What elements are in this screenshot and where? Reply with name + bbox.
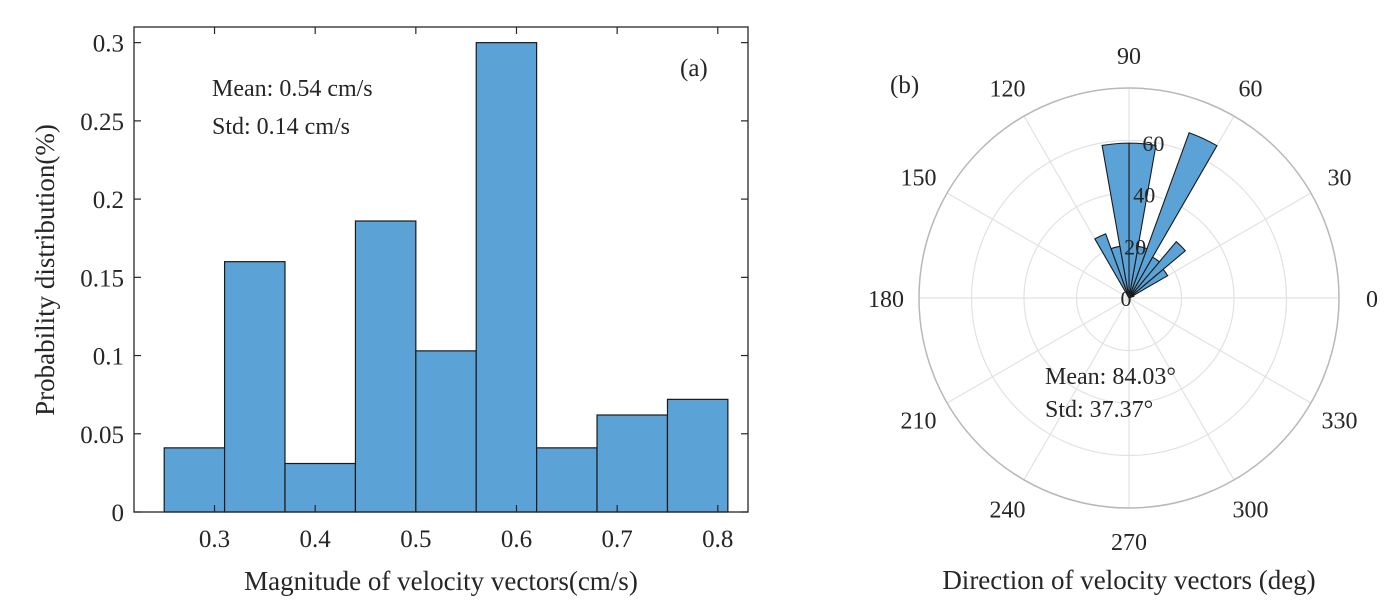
polar-grid-spoke <box>946 297 1130 404</box>
polar-angle-tick-label: 0 <box>1366 287 1378 313</box>
polar-angle-tick-label: 30 <box>1327 166 1351 192</box>
histogram-bar <box>223 261 286 513</box>
histogram-y-axis-label: Probability distribution(%) <box>30 124 60 416</box>
y-tick-label: 0.1 <box>93 344 124 371</box>
histogram-panel-label: (a) <box>680 55 708 82</box>
y-tick-label: 0.3 <box>93 31 124 58</box>
polar-angle-tick-label: 270 <box>1111 530 1147 556</box>
histogram-x-ticks: 0.3 0.4 0.5 0.6 0.7 0.8 <box>199 27 733 553</box>
polar-grid-spoke <box>1128 297 1312 404</box>
polar-wedge <box>1128 132 1218 299</box>
histogram-panel: 0.3 0.4 0.5 0.6 0.7 0.8 0 0.05 0.1 0.15 0.2 0.25 0.… <box>30 26 749 596</box>
polar-outer-ring <box>918 87 1340 509</box>
polar-angle-tick-label: 60 <box>1239 77 1263 103</box>
polar-mean-annotation: Mean: 84.03° <box>1045 364 1176 390</box>
histogram-bar <box>163 447 226 513</box>
histogram-y-ticks: 0 0.05 0.1 0.15 0.2 0.25 0.3 <box>80 31 748 527</box>
x-tick-label: 0.6 <box>501 526 532 553</box>
histogram-mean-annotation: Mean: 0.54 cm/s <box>212 76 373 102</box>
histogram-axes-box <box>133 26 749 513</box>
polar-angle-tick-label: 180 <box>868 287 904 313</box>
polar-panel-label: (b) <box>890 72 919 99</box>
polar-radial-tick-label: 40 <box>1133 183 1155 208</box>
polar-angle-tick-label: 300 <box>1233 497 1269 523</box>
y-tick-label: 0.2 <box>93 187 124 214</box>
histogram-std-annotation: Std: 0.14 cm/s <box>212 114 350 140</box>
x-tick-label: 0.4 <box>300 526 332 553</box>
polar-radial-tick-label: 60 <box>1142 131 1164 156</box>
polar-radial-ticks: 0 20 40 60 <box>1121 131 1165 311</box>
histogram-bar <box>284 462 357 513</box>
histogram-bar <box>666 398 729 513</box>
histogram-bar <box>536 447 598 513</box>
histogram-bar <box>415 350 477 513</box>
x-tick-label: 0.7 <box>602 526 633 553</box>
polar-grid-spoke <box>946 192 1130 299</box>
histogram-bars <box>163 42 729 513</box>
polar-radial-tick-label: 0 <box>1121 286 1132 311</box>
y-tick-label: 0.25 <box>80 109 124 136</box>
polar-angle-tick-label: 90 <box>1117 44 1141 70</box>
histogram-x-axis-label: Magnitude of velocity vectors(cm/s) <box>244 566 638 596</box>
polar-grid-spoke <box>1128 297 1235 481</box>
polar-wedges <box>1094 132 1218 299</box>
y-tick-label: 0.05 <box>80 422 124 449</box>
polar-radial-tick-label: 20 <box>1124 234 1146 259</box>
polar-angle-tick-label: 210 <box>901 409 937 435</box>
polar-angle-tick-label: 330 <box>1321 409 1357 435</box>
x-tick-label: 0.3 <box>199 526 230 553</box>
x-tick-label: 0.8 <box>702 526 733 553</box>
polar-std-annotation: Std: 37.37° <box>1045 397 1153 423</box>
polar-angle-tick-label: 120 <box>990 77 1026 103</box>
polar-grid-spoke <box>1023 297 1130 481</box>
histogram-bar <box>596 414 669 513</box>
histogram-bar <box>475 42 538 513</box>
x-tick-label: 0.5 <box>400 526 431 553</box>
y-tick-label: 0 <box>112 500 125 527</box>
histogram-bar <box>354 220 417 513</box>
polar-angle-ticks: 0 30 60 90 120 150 180 210 240 270 300 330 <box>868 44 1378 556</box>
polar-angle-tick-label: 150 <box>901 166 937 192</box>
y-tick-label: 0.15 <box>80 265 124 292</box>
polar-wedge <box>1128 240 1187 299</box>
polar-angle-tick-label: 240 <box>990 497 1026 523</box>
polar-wedge <box>1094 233 1130 299</box>
polar-axis-label: Direction of velocity vectors (deg) <box>942 565 1315 595</box>
